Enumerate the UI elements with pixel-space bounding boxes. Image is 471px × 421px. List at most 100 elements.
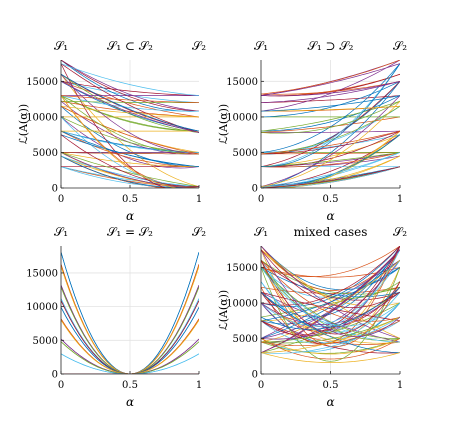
series-line — [61, 105, 199, 155]
series-line — [61, 252, 199, 374]
series-line — [261, 246, 400, 307]
series-line — [61, 116, 199, 169]
series-line — [261, 249, 400, 308]
series-line — [261, 249, 400, 337]
series-line — [61, 155, 199, 187]
series-line — [61, 73, 199, 133]
y-tick-label: 5000 — [33, 336, 58, 347]
x-tick-label: 0 — [258, 380, 264, 391]
x-axis-label: α — [126, 209, 134, 223]
chart-title: mixed cases — [294, 225, 368, 239]
x-tick-label: 0 — [58, 380, 64, 391]
series-line — [61, 298, 199, 374]
series-line — [261, 249, 400, 354]
series-line — [261, 352, 400, 363]
series-line — [61, 152, 199, 168]
series-line — [61, 73, 199, 187]
y-tick-label: 10000 — [26, 302, 58, 313]
y-tick-label: 10000 — [226, 298, 258, 309]
x-axis-label: α — [326, 209, 334, 223]
series-line — [61, 95, 199, 155]
x-tick-label: 0.5 — [323, 380, 339, 391]
series-group — [261, 60, 400, 188]
y-tick-label: 15000 — [226, 77, 258, 88]
series-line — [61, 95, 199, 132]
series-line — [261, 80, 400, 104]
series-line — [261, 260, 400, 335]
series-line — [261, 81, 400, 188]
series-line — [261, 267, 400, 362]
series-line — [61, 307, 199, 374]
series-line — [261, 267, 400, 327]
series-line — [261, 130, 400, 168]
series-line — [261, 316, 400, 354]
series-group — [61, 252, 199, 374]
series-line — [261, 80, 400, 118]
series-line — [61, 80, 199, 133]
series-line — [61, 300, 199, 374]
series-line — [261, 286, 400, 330]
series-line — [261, 60, 400, 112]
series-line — [261, 291, 400, 344]
y-tick-label: 5000 — [233, 148, 258, 159]
series-line — [61, 152, 199, 188]
series-line — [61, 338, 199, 374]
x-tick-label: 1 — [196, 380, 202, 391]
x-tick-label: 1 — [196, 194, 202, 205]
series-line — [61, 80, 199, 96]
series-line — [61, 60, 199, 112]
series-line — [261, 338, 400, 354]
series-line — [261, 63, 400, 168]
series-line — [261, 302, 400, 343]
right-set-label: 𝒮₂ — [192, 39, 206, 53]
series-line — [261, 246, 400, 291]
chart-panel-3: 0 0.5 1 0 5000 10000 15000 α 𝒮₁ 𝒮₁ = 𝒮₂ 𝒮₂ — [26, 225, 206, 409]
right-set-label: 𝒮₂ — [393, 225, 407, 239]
left-set-label: 𝒮₁ — [54, 39, 68, 53]
y-tick-label: 15000 — [26, 268, 58, 279]
grid — [61, 246, 199, 374]
series-line — [261, 80, 400, 95]
series-line — [261, 152, 400, 168]
chart-panel-4: 0 0.5 1 0 5000 10000 15000 α ℒ(A(α)) 𝒮₁ mixed case… — [217, 225, 407, 409]
series-line — [261, 63, 400, 96]
series-line — [61, 166, 199, 187]
series-line — [61, 341, 199, 374]
series-line — [261, 246, 400, 332]
series-line — [61, 73, 199, 155]
series-line — [261, 259, 400, 301]
series-line — [261, 260, 400, 326]
series-line — [61, 63, 199, 96]
series-group — [61, 60, 199, 188]
series-line — [61, 60, 199, 112]
series-line — [61, 134, 199, 168]
series-line — [61, 319, 199, 374]
series-line — [261, 316, 400, 344]
series-line — [261, 100, 400, 134]
series-line — [61, 353, 199, 374]
series-line — [61, 318, 199, 374]
series-line — [261, 152, 400, 155]
series-line — [261, 95, 400, 112]
series-line — [261, 95, 400, 187]
chart-panel-2: 0 0.5 1 0 5000 10000 15000 α ℒ(A(α)) 𝒮₁ 𝒮₁ ⊃ 𝒮₂ 𝒮₂ — [217, 39, 407, 223]
x-axis-label: α — [126, 395, 134, 409]
series-line — [261, 246, 400, 277]
series-line — [261, 95, 400, 104]
series-line — [261, 291, 400, 354]
y-tick-label: 10000 — [226, 112, 258, 123]
series-line — [61, 134, 199, 187]
y-tick-label: 15000 — [26, 77, 58, 88]
x-tick-label: 0.5 — [122, 380, 138, 391]
right-set-label: 𝒮₂ — [192, 225, 206, 239]
series-line — [61, 73, 199, 132]
left-set-label: 𝒮₁ — [254, 225, 268, 239]
series-line — [261, 166, 400, 188]
series-line — [61, 63, 199, 188]
x-tick-label: 0 — [58, 194, 64, 205]
series-line — [61, 95, 199, 104]
series-line — [261, 105, 400, 112]
chart-title: 𝒮₁ = 𝒮₂ — [107, 225, 153, 239]
x-tick-label: 1 — [397, 194, 403, 205]
